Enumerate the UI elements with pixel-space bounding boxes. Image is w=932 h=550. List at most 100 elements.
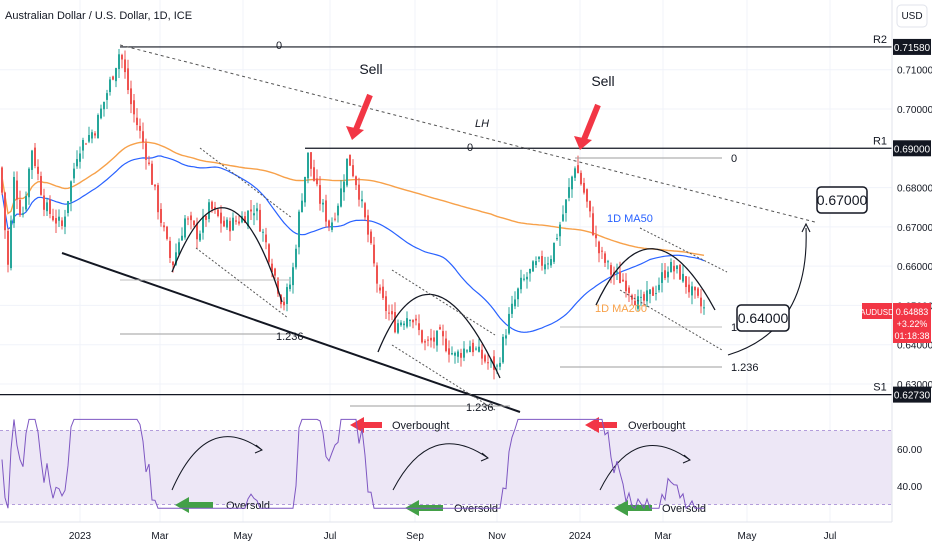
candle-body (427, 339, 429, 341)
sell-label: Sell (591, 73, 614, 89)
candle-body (475, 348, 477, 350)
candle-body (316, 178, 318, 185)
candle-body (181, 235, 183, 241)
y-tick-label: 0.70000 (897, 105, 932, 116)
x-tick-label: May (234, 531, 253, 542)
candle-body (526, 276, 528, 280)
candle-body (703, 307, 705, 309)
candle-body (412, 319, 414, 323)
candle-body (298, 211, 300, 248)
candle-body (130, 88, 132, 105)
channel-line (639, 227, 728, 273)
candle-body (394, 312, 396, 333)
candle-body (388, 312, 390, 314)
fib-ext-2: 1.236 (466, 402, 494, 414)
price-badge-value: 0.64883 (896, 307, 929, 317)
candle-body (697, 288, 699, 296)
candle-body (187, 218, 189, 220)
rsi-arc-arrowhead (480, 452, 489, 462)
candle-body (229, 220, 231, 232)
candle-body (37, 166, 39, 174)
candle-body (406, 318, 408, 327)
candle-body (202, 216, 204, 233)
candle-body (595, 235, 597, 239)
candle-body (454, 352, 456, 356)
currency-button[interactable]: USD (901, 11, 922, 22)
candle-body (139, 125, 141, 131)
candle-body (223, 220, 225, 227)
drawings: R2R1S1LH0001.2361.2361.23610.640000.6700… (0, 34, 892, 516)
candle-body (250, 209, 252, 212)
candle-body (328, 220, 330, 227)
arc-top-1 (171, 207, 283, 303)
candle-body (109, 79, 111, 93)
candle-body (625, 280, 627, 292)
y-tick-label: 0.71000 (897, 66, 932, 77)
fib-zero-3: 0 (731, 153, 737, 165)
candle-body (148, 162, 150, 164)
channel-line (391, 344, 496, 411)
level-badge-label: 0.71580 (894, 43, 931, 54)
candle-body (28, 168, 30, 198)
candle-body (43, 195, 45, 210)
candle-body (196, 223, 198, 240)
candle-body (1, 167, 3, 193)
channel-line (619, 289, 723, 351)
candle-body (610, 265, 612, 275)
candle-body (265, 234, 267, 243)
candle-body (499, 362, 501, 367)
candle-body (349, 154, 351, 166)
candle-body (220, 212, 222, 224)
oversold-label: Oversold (454, 503, 498, 515)
candle-body (124, 59, 126, 73)
candle-body (64, 216, 66, 227)
candle-body (166, 226, 168, 239)
rsi-tick-label: 60.00 (897, 445, 922, 456)
candle-body (322, 202, 324, 205)
rsi-tick-label: 40.00 (897, 482, 922, 493)
level-badge-label: 0.69000 (894, 144, 931, 155)
candle-body (523, 278, 525, 280)
rsi-line (1, 418, 704, 510)
sell-arrow-head (346, 126, 364, 140)
candle-body (616, 271, 618, 273)
candle-body (268, 244, 270, 262)
y-tick-label: 0.66000 (897, 262, 932, 273)
y-tick-label: 0.68000 (897, 184, 932, 195)
candle-body (550, 259, 552, 266)
level-name: R1 (873, 135, 887, 147)
candle-body (19, 199, 21, 216)
candle-body (235, 220, 237, 222)
candle-body (397, 323, 399, 333)
x-tick-label: 2024 (569, 531, 592, 542)
candle-body (382, 286, 384, 298)
candle-body (517, 288, 519, 300)
candle-body (193, 220, 195, 226)
candle-body (76, 159, 78, 167)
target-high-label: 0.67000 (817, 192, 868, 208)
candle-body (205, 215, 207, 220)
candle-body (640, 296, 642, 298)
candle-body (190, 215, 192, 221)
x-tick-label: Nov (488, 531, 506, 542)
candle-body (208, 202, 210, 220)
candle-body (16, 180, 18, 200)
candle-body (253, 213, 255, 216)
candle-body (301, 200, 303, 213)
x-tick-label: Mar (654, 531, 672, 542)
candle-body (667, 271, 669, 278)
candle-body (277, 278, 279, 294)
candle-body (61, 220, 63, 227)
candle-body (430, 337, 432, 341)
y-tick-label: 0.63000 (897, 380, 932, 391)
candle-body (568, 187, 570, 198)
oversold-label: Oversold (662, 503, 706, 515)
target-low-label: 0.64000 (738, 310, 789, 326)
candle-body (532, 261, 534, 272)
candle-body (85, 143, 87, 145)
candle-body (91, 132, 93, 139)
candle-body (88, 134, 90, 142)
candle-body (439, 327, 441, 330)
candle-body (658, 284, 660, 291)
